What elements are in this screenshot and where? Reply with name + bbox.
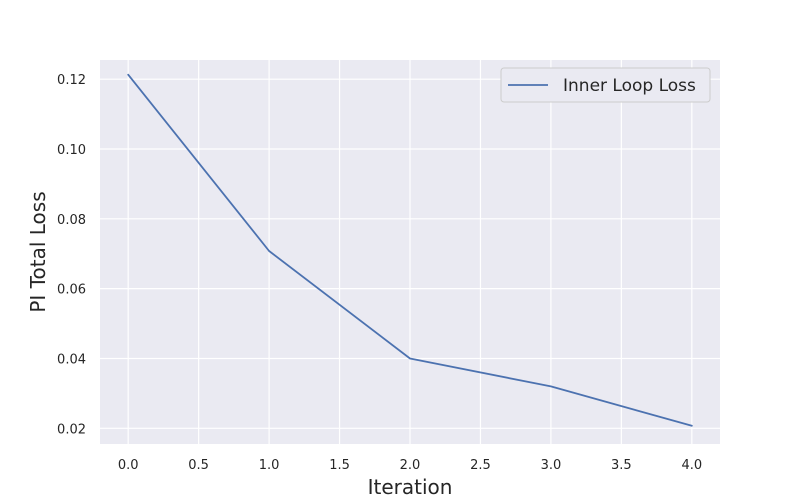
x-tick-label: 3.5 bbox=[611, 458, 632, 473]
y-tick-label: 0.04 bbox=[57, 352, 86, 367]
x-tick-labels: 0.0 0.5 1.0 1.5 2.0 2.5 3.0 3.5 4.0 bbox=[118, 458, 702, 473]
series-line-inner-loop-loss bbox=[127, 73, 693, 427]
y-tick-label: 0.12 bbox=[57, 73, 86, 88]
y-axis-label: PI Total Loss bbox=[26, 191, 50, 312]
y-tick-labels: 0.02 0.04 0.06 0.08 0.10 0.12 bbox=[57, 73, 86, 437]
series-layer bbox=[127, 73, 693, 427]
y-tick-label: 0.10 bbox=[57, 143, 86, 158]
x-tick-label: 0.0 bbox=[118, 458, 139, 473]
x-tick-label: 2.0 bbox=[400, 458, 421, 473]
x-tick-label: 3.0 bbox=[541, 458, 562, 473]
x-tick-label: 4.0 bbox=[681, 458, 702, 473]
x-tick-label: 0.5 bbox=[188, 458, 209, 473]
x-axis-label: Iteration bbox=[368, 475, 453, 499]
legend-box bbox=[500, 67, 711, 103]
x-tick-label: 2.5 bbox=[470, 458, 491, 473]
legend-label-inner-loop-loss: Inner Loop Loss bbox=[563, 76, 696, 96]
x-tick-label: 1.5 bbox=[329, 458, 350, 473]
y-tick-label: 0.02 bbox=[57, 422, 86, 437]
x-tick-label: 1.0 bbox=[259, 458, 280, 473]
y-tick-label: 0.06 bbox=[57, 283, 86, 298]
legend: Inner Loop Loss bbox=[500, 67, 711, 103]
y-tick-label: 0.08 bbox=[57, 213, 86, 228]
